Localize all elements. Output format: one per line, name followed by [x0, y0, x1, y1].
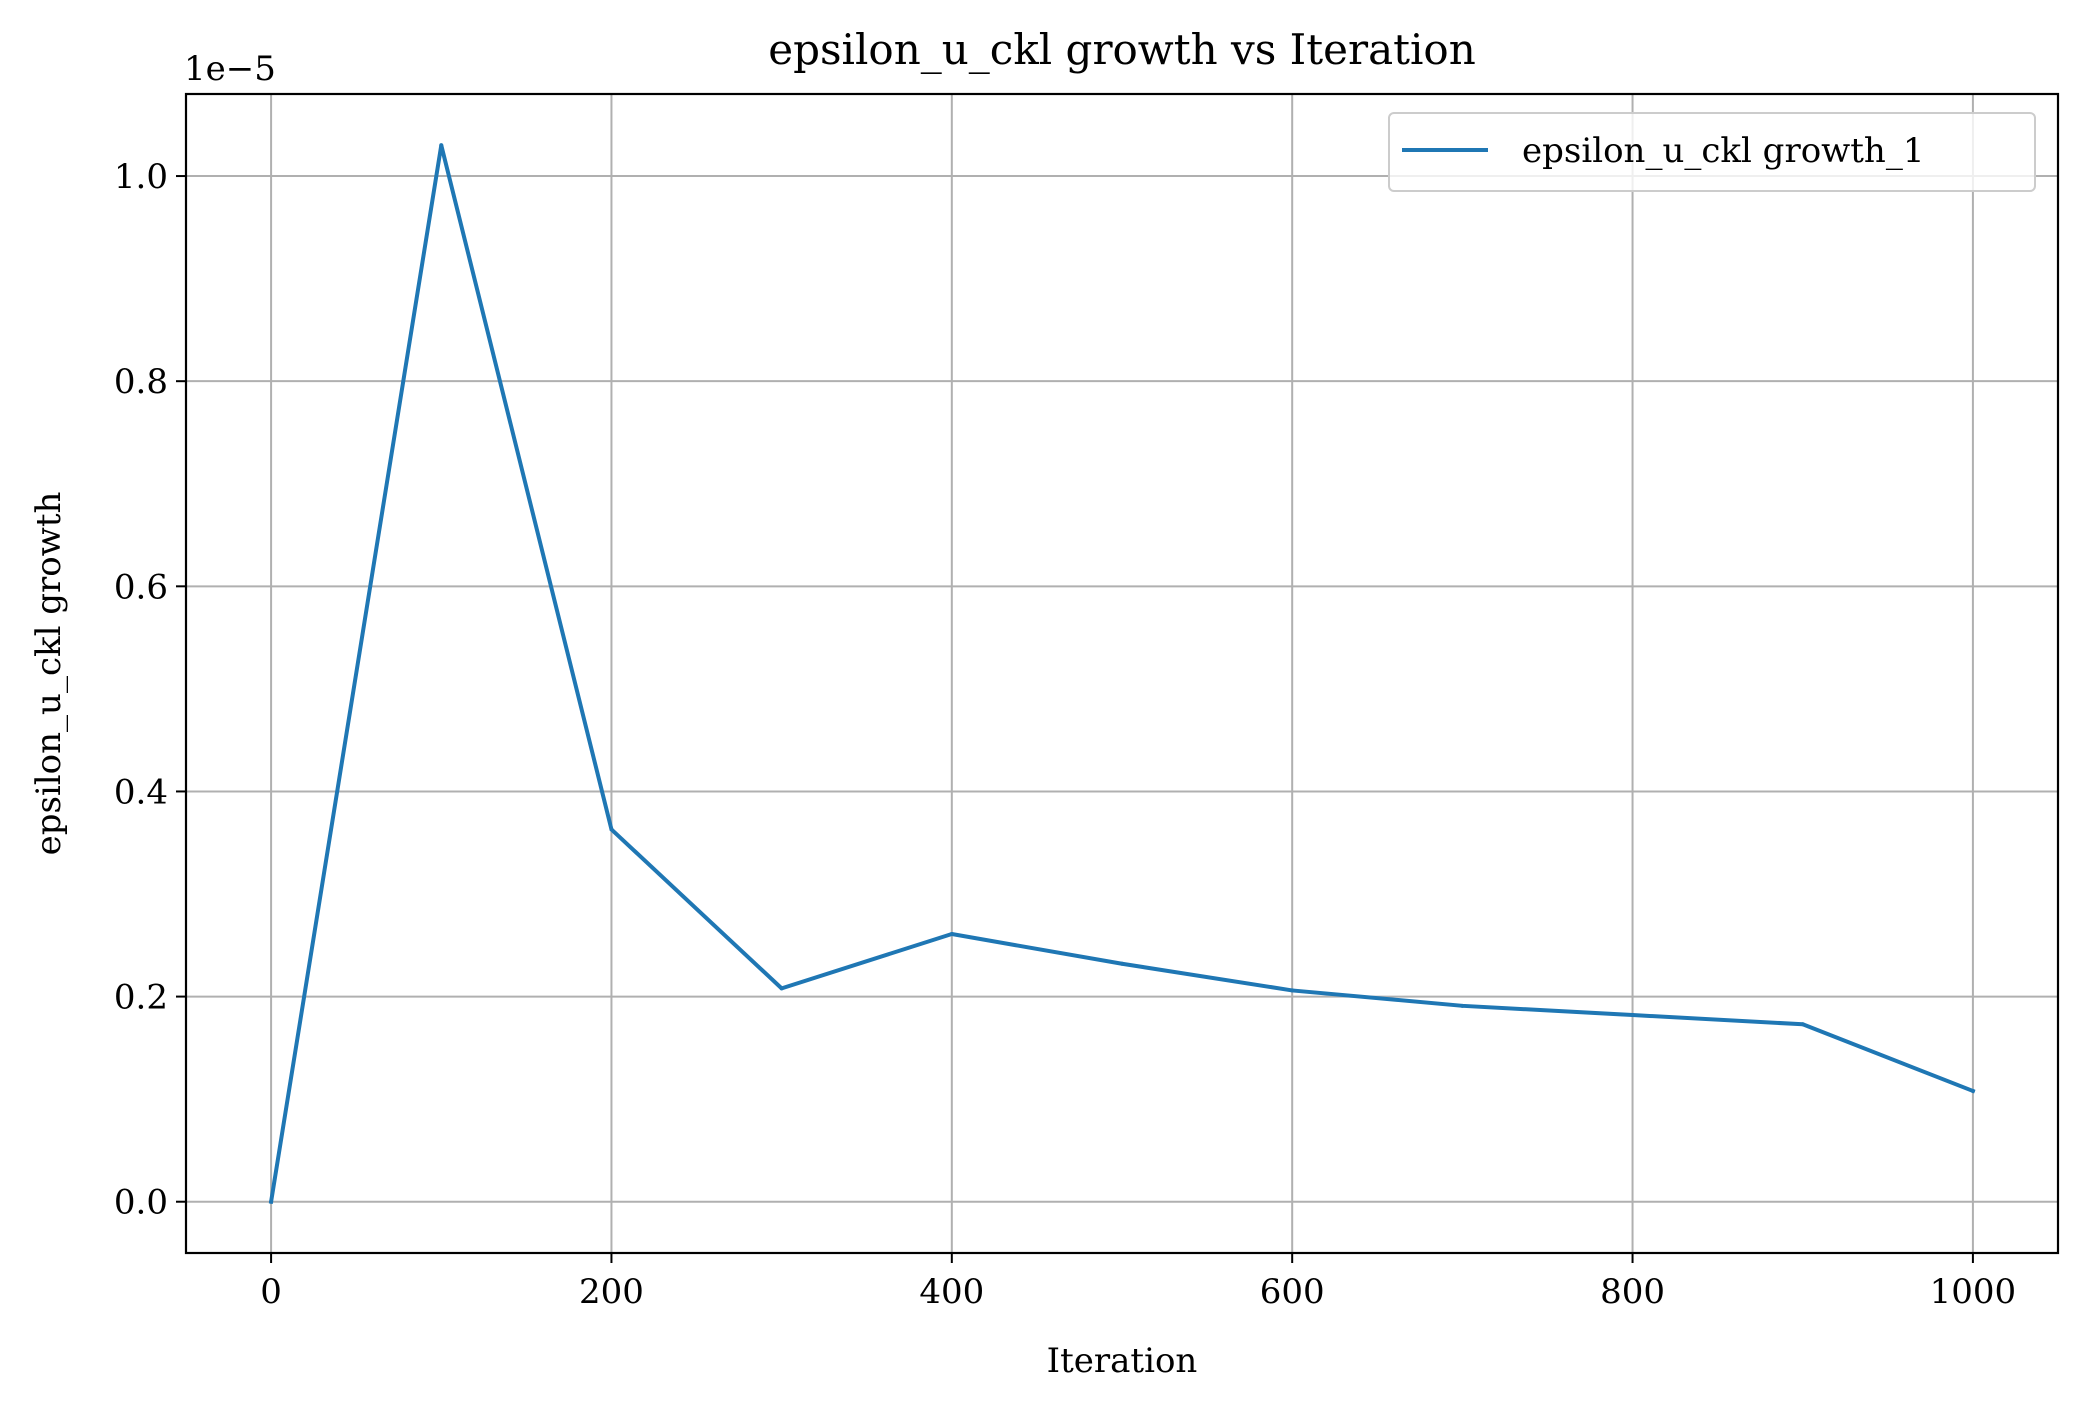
x-tick-label: 400 [919, 1272, 984, 1312]
y-axis-label: epsilon_u_ckl growth [29, 492, 69, 856]
legend-label: epsilon_u_ckl growth_1 [1522, 131, 1924, 171]
data-point [1800, 1022, 1805, 1027]
data-point [1290, 988, 1295, 993]
data-point [779, 986, 784, 991]
series-layer [268, 143, 1976, 1205]
x-tick-label: 800 [1600, 1272, 1665, 1312]
y-axis-ticks: 0.0 0.2 0.4 0.6 0.8 1.0 [114, 157, 186, 1223]
legend: epsilon_u_ckl growth_1 [1388, 112, 2036, 192]
data-point [439, 143, 444, 148]
data-point [1630, 1013, 1635, 1018]
x-tick-label: 1000 [1930, 1272, 2017, 1312]
y-tick-label: 0.0 [114, 1183, 168, 1223]
data-point [1120, 961, 1124, 966]
x-axis-ticks: 0 200 400 600 800 1000 [260, 1253, 2016, 1312]
data-point [949, 932, 954, 937]
x-tick-label: 0 [260, 1272, 282, 1312]
x-tick-label: 200 [579, 1272, 644, 1312]
data-point [1970, 1088, 1975, 1093]
y-axis-offset-label: 1e−5 [184, 49, 276, 89]
y-tick-label: 0.4 [114, 772, 168, 812]
x-axis-label: Iteration [1047, 1341, 1198, 1381]
legend-box [1388, 112, 2036, 192]
y-tick-label: 1.0 [114, 157, 168, 197]
data-point [269, 1199, 274, 1204]
y-tick-label: 0.8 [114, 362, 168, 402]
y-tick-label: 0.6 [114, 567, 168, 607]
x-tick-label: 600 [1260, 1272, 1325, 1312]
chart-title: epsilon_u_ckl growth vs Iteration [768, 25, 1476, 74]
axes-frame [184, 92, 2060, 1255]
data-point [609, 827, 614, 832]
data-point [1460, 1003, 1465, 1008]
y-tick-label: 0.2 [114, 978, 168, 1018]
